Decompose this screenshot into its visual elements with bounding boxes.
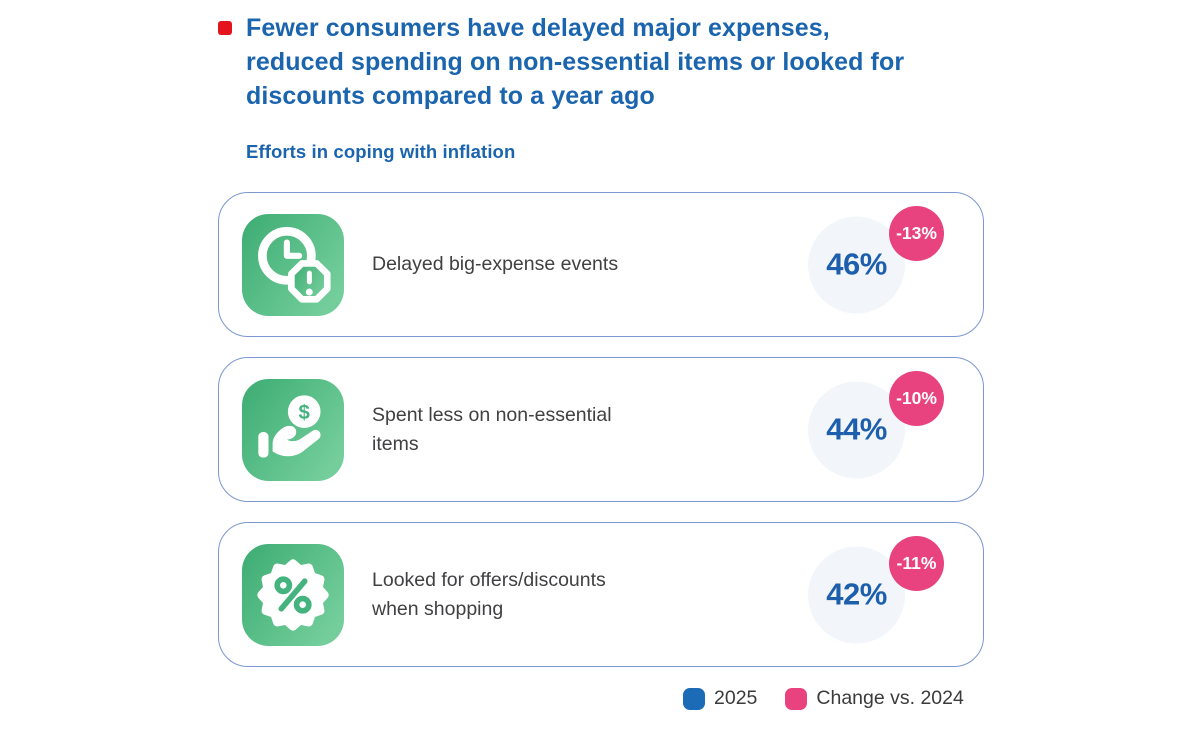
title-line-3: discounts compared to a year ago (246, 82, 655, 110)
card-label: Delayed big-expense events (372, 250, 618, 278)
legend-label: 2025 (714, 687, 758, 709)
card-label-line1: Delayed big-expense events (372, 253, 619, 276)
value-2025: 46% (826, 246, 887, 282)
card-label-line2: when shopping (372, 597, 504, 620)
legend-item-2025: 2025 (683, 687, 757, 710)
card-spent-less: $ Spent less on non-essential items 44% … (218, 357, 984, 502)
legend-label: Change vs. 2024 (816, 687, 964, 709)
card-looked-for-discounts: Looked for offers/discounts when shoppin… (218, 522, 984, 667)
value-bubble: 46% (808, 216, 905, 313)
card-label: Spent less on non-essential items (372, 401, 612, 458)
card-label: Looked for offers/discounts when shoppin… (372, 566, 606, 623)
card-label-line1: Looked for offers/discounts (372, 569, 606, 592)
value-2025: 42% (826, 576, 887, 612)
card-label-line2: items (372, 432, 419, 455)
change-badge: -13% (889, 206, 944, 261)
card-label-line1: Spent less on non-essential (372, 404, 612, 427)
legend-item-change-vs-2024: Change vs. 2024 (785, 687, 964, 710)
chart-subtitle: Efforts in coping with inflation (246, 141, 516, 162)
value-bubble: 44% (808, 381, 905, 478)
header: Fewer consumers have delayed major expen… (218, 11, 904, 113)
value-2025: 44% (826, 411, 887, 447)
legend: 2025 Change vs. 2024 (683, 687, 964, 710)
clock-alert-icon (242, 213, 344, 316)
red-square-bullet-icon (218, 21, 232, 35)
hand-coin-icon: $ (242, 378, 344, 481)
value-bubble: 42% (808, 546, 905, 643)
change-badge: -11% (889, 536, 944, 591)
legend-swatch-2025-icon (683, 687, 705, 710)
discount-badge-icon (242, 543, 344, 646)
change-badge: -10% (889, 371, 944, 426)
svg-text:$: $ (299, 401, 311, 423)
title-line-2: reduced spending on non-essential items … (246, 48, 905, 76)
card-delayed-big-expense: Delayed big-expense events 46% -13% (218, 192, 984, 337)
cards-list: Delayed big-expense events 46% -13% $ (218, 192, 984, 687)
title-line-1: Fewer consumers have delayed major expen… (246, 14, 830, 42)
page-title: Fewer consumers have delayed major expen… (246, 11, 904, 113)
legend-swatch-change-icon (785, 687, 808, 710)
